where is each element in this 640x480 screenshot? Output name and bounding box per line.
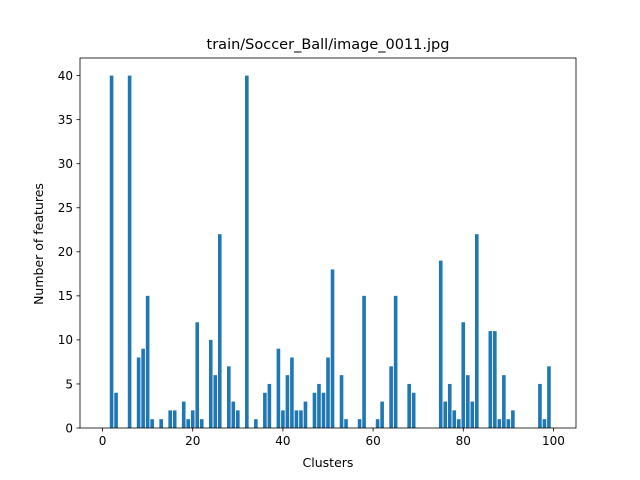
bar-cluster-78 (452, 410, 457, 428)
bar-cluster-22 (199, 419, 204, 428)
y-tick-label: 40 (58, 69, 73, 83)
bar-cluster-20 (190, 410, 195, 428)
bar-cluster-79 (456, 419, 461, 428)
bar-cluster-34 (254, 419, 258, 428)
bar-cluster-48 (317, 383, 321, 428)
bar-cluster-36 (263, 392, 267, 428)
bar-cluster-82 (470, 401, 475, 428)
bar-cluster-47 (312, 392, 317, 428)
bar-cluster-89 (502, 375, 506, 428)
y-axis-label: Number of features (31, 183, 46, 305)
bar-cluster-80 (461, 322, 466, 428)
bar-cluster-77 (447, 383, 452, 428)
bar-cluster-9 (141, 348, 145, 428)
y-axis-ticks: 0 5 10 15 20 25 30 35 40 (58, 69, 80, 435)
bar-cluster-10 (145, 295, 150, 428)
bar-cluster-65 (393, 295, 398, 428)
x-axis-label: Clusters (303, 455, 354, 470)
bars-group (109, 75, 551, 429)
bar-cluster-3 (114, 392, 118, 428)
bar-cluster-24 (208, 339, 213, 428)
bar-cluster-97 (538, 383, 542, 428)
bar-cluster-49 (321, 392, 326, 428)
bar-cluster-75 (438, 260, 443, 428)
bar-cluster-25 (213, 375, 218, 428)
x-axis-ticks: 0 20 40 60 80 100 (99, 428, 565, 448)
x-tick-label: 80 (456, 434, 471, 448)
bar-cluster-8 (136, 357, 141, 428)
bar-cluster-42 (290, 357, 294, 428)
bar-cluster-88 (497, 419, 502, 428)
bar-cluster-32 (245, 75, 249, 429)
bar-cluster-69 (411, 392, 416, 428)
bar-cluster-99 (547, 366, 551, 428)
bar-cluster-15 (168, 410, 172, 428)
y-tick-label: 5 (65, 377, 73, 391)
bar-cluster-39 (276, 348, 281, 428)
bar-cluster-26 (217, 234, 222, 428)
x-tick-label: 20 (185, 434, 200, 448)
bar-cluster-13 (159, 419, 163, 428)
bar-cluster-91 (511, 410, 515, 428)
bar-cluster-21 (195, 322, 200, 428)
bar-cluster-29 (231, 401, 236, 428)
bar-cluster-57 (357, 419, 362, 428)
y-tick-label: 35 (58, 113, 73, 127)
bar-cluster-68 (407, 383, 411, 428)
y-tick-label: 20 (58, 245, 73, 259)
bar-cluster-28 (227, 366, 231, 428)
bar-cluster-45 (303, 401, 308, 428)
y-tick-label: 0 (65, 421, 73, 435)
x-tick-label: 0 (99, 434, 107, 448)
bar-cluster-37 (267, 383, 272, 428)
bar-cluster-11 (150, 419, 154, 428)
bar-cluster-2 (109, 75, 114, 429)
y-tick-label: 10 (58, 333, 73, 347)
bar-cluster-44 (299, 410, 303, 428)
bar-cluster-41 (285, 375, 290, 428)
bar-cluster-90 (506, 419, 511, 428)
x-tick-label: 100 (542, 434, 565, 448)
bar-cluster-19 (186, 419, 191, 428)
bar-cluster-16 (172, 410, 177, 428)
y-tick-label: 25 (58, 201, 73, 215)
bar-cluster-81 (465, 375, 470, 428)
bar-cluster-51 (330, 269, 335, 428)
bar-cluster-30 (236, 410, 240, 428)
bar-cluster-50 (326, 357, 330, 428)
bar-cluster-98 (542, 419, 547, 428)
chart-title: train/Soccer_Ball/image_0011.jpg (207, 37, 450, 53)
x-tick-label: 40 (275, 434, 290, 448)
bar-cluster-43 (294, 410, 299, 428)
bar-cluster-53 (339, 375, 344, 428)
bar-cluster-83 (475, 234, 479, 428)
bar-cluster-86 (488, 331, 493, 428)
bar-cluster-6 (127, 75, 132, 429)
bar-cluster-76 (443, 401, 448, 428)
bar-cluster-54 (344, 419, 348, 428)
x-tick-label: 60 (365, 434, 380, 448)
y-tick-label: 15 (58, 289, 73, 303)
bar-cluster-58 (362, 295, 366, 428)
y-tick-label: 30 (58, 157, 73, 171)
bar-cluster-61 (375, 419, 380, 428)
bar-cluster-62 (380, 401, 384, 428)
bar-cluster-40 (281, 410, 285, 428)
plot-frame (79, 57, 577, 429)
bar-cluster-18 (181, 401, 186, 428)
bar-cluster-64 (389, 366, 393, 428)
bar-cluster-87 (493, 331, 497, 428)
